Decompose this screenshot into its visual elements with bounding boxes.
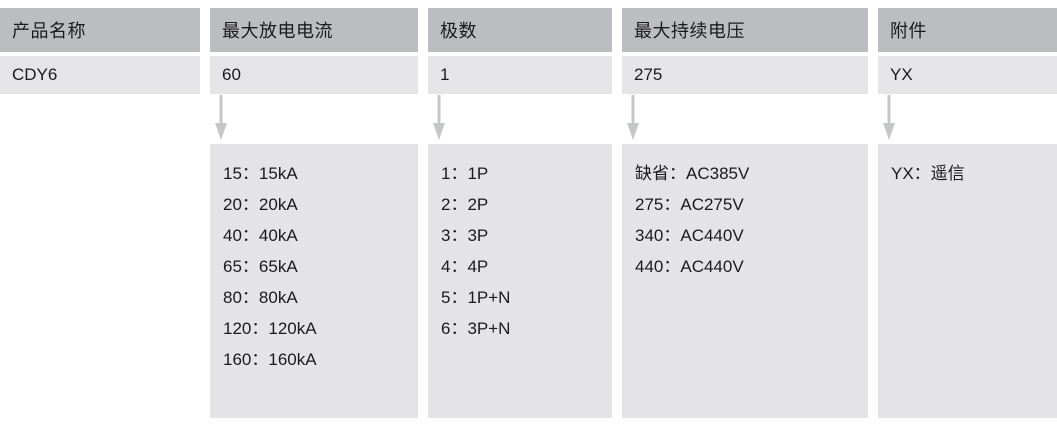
list-item: YX：遥信 xyxy=(891,164,965,183)
option-list-accessory: YX：遥信 xyxy=(878,144,1057,418)
list-item: 340：AC440V xyxy=(635,226,744,245)
list-item: 缺省：AC385V xyxy=(635,164,750,183)
column-header-accessory: 附件 xyxy=(878,8,1057,52)
list-item: 65：65kA xyxy=(223,257,298,276)
option-list-pole-number: 1：1P 2：2P 3：3P 4：4P 5：1P+N 6：3P+N xyxy=(428,144,612,418)
list-item: 275：AC275V xyxy=(635,195,744,214)
column-value-max-discharge-current: 60 xyxy=(210,56,418,94)
down-arrow-icon-max-continuous-voltage xyxy=(625,95,641,141)
list-item: 2：2P xyxy=(441,195,489,214)
column-header-max-continuous-voltage: 最大持续电压 xyxy=(622,8,868,52)
list-item: 6：3P+N xyxy=(441,319,511,338)
column-value-product-name: CDY6 xyxy=(0,56,200,94)
list-item: 120：120kA xyxy=(223,319,317,338)
column-value-max-continuous-voltage: 275 xyxy=(622,56,868,94)
column-header-product-name: 产品名称 xyxy=(0,8,200,52)
column-header-max-discharge-current: 最大放电电流 xyxy=(210,8,418,52)
column-value-accessory: YX xyxy=(878,56,1057,94)
list-item: 15：15kA xyxy=(223,164,298,183)
column-header-pole-number: 极数 xyxy=(428,8,612,52)
list-item: 4：4P xyxy=(441,257,489,276)
option-list-max-continuous-voltage: 缺省：AC385V 275：AC275V 340：AC440V 440：AC44… xyxy=(622,144,868,418)
option-list-max-discharge-current: 15：15kA 20：20kA 40：40kA 65：65kA 80：80kA … xyxy=(210,144,418,418)
list-item: 1：1P xyxy=(441,164,489,183)
down-arrow-icon-max-discharge-current xyxy=(213,95,229,141)
list-item: 80：80kA xyxy=(223,288,298,307)
list-item: 3：3P xyxy=(441,226,489,245)
list-item: 440：AC440V xyxy=(635,257,744,276)
list-item: 160：160kA xyxy=(223,350,317,369)
list-item: 5：1P+N xyxy=(441,288,511,307)
down-arrow-icon-accessory xyxy=(881,95,897,141)
list-item: 20：20kA xyxy=(223,195,298,214)
down-arrow-icon-pole-number xyxy=(431,95,447,141)
list-item: 40：40kA xyxy=(223,226,298,245)
column-value-pole-number: 1 xyxy=(428,56,612,94)
